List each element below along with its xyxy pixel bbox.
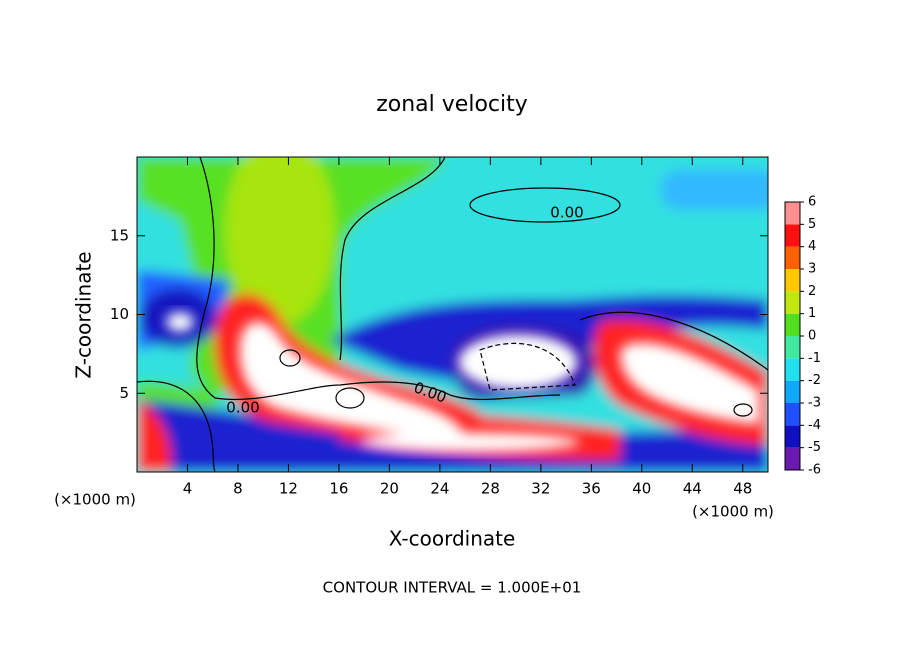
colorbar-tick-label: 5 [808,217,816,232]
footnote: CONTOUR INTERVAL = 1.000E+01 [323,579,582,597]
x-tick-label: 20 [380,480,399,498]
colorbar-tick-label: -3 [808,396,821,411]
x-tick-label: 8 [233,480,243,498]
y-tick-label: 10 [110,305,129,323]
colorbar-segment [785,380,800,403]
y-axis-label: Z-coordinate [72,251,96,378]
colorbar-tick-label: 2 [808,284,816,299]
colorbar-segment [785,224,800,247]
colorbar-tick-label: -1 [808,351,821,366]
y-tick-label: 15 [110,226,129,244]
x-tick-label: 32 [531,480,550,498]
x-unit-label: (×1000 m) [54,491,136,509]
colorbar-tick-label: -6 [808,463,821,478]
colorbar-segment [785,291,800,314]
field [137,157,768,472]
colorbar-segment [785,447,800,470]
y-tick-label: 5 [119,384,129,402]
contour-label: 0.00 [226,399,259,417]
x-unit-label: (×1000 m) [692,503,774,521]
colorbar-tick-label: 6 [808,195,816,210]
colorbar-segment [785,313,800,336]
colorbar-segment [785,425,800,448]
colorbar-segment [785,246,800,269]
x-tick-label: 40 [632,480,651,498]
chart-title: zonal velocity [376,92,528,117]
colorbar-segment [785,336,800,359]
colorbar-tick-label: 0 [808,329,816,344]
contour-lines [136,156,769,473]
x-tick-label: 4 [183,480,193,498]
colorbar-tick-label: 3 [808,262,816,277]
x-tick-label: 12 [279,480,298,498]
x-tick-label: 16 [329,480,348,498]
colorbar-segment [785,202,800,225]
x-tick-label: 44 [683,480,702,498]
colorbar-tick-label: -5 [808,440,821,455]
colorbar-tick-label: -2 [808,373,821,388]
colorbar-segment [785,403,800,426]
colorbar-tick-label: -4 [808,418,821,433]
colorbar-tick-label: 4 [808,239,816,254]
colorbar-segment [785,358,800,381]
x-tick-label: 36 [582,480,601,498]
x-tick-label: 48 [733,480,752,498]
colorbar-segment [785,269,800,292]
contour-label: 0.00 [550,204,583,222]
x-tick-label: 28 [481,480,500,498]
x-axis-label: X-coordinate [389,527,516,551]
colorbar-tick-label: 1 [808,306,816,321]
x-tick-label: 24 [430,480,449,498]
